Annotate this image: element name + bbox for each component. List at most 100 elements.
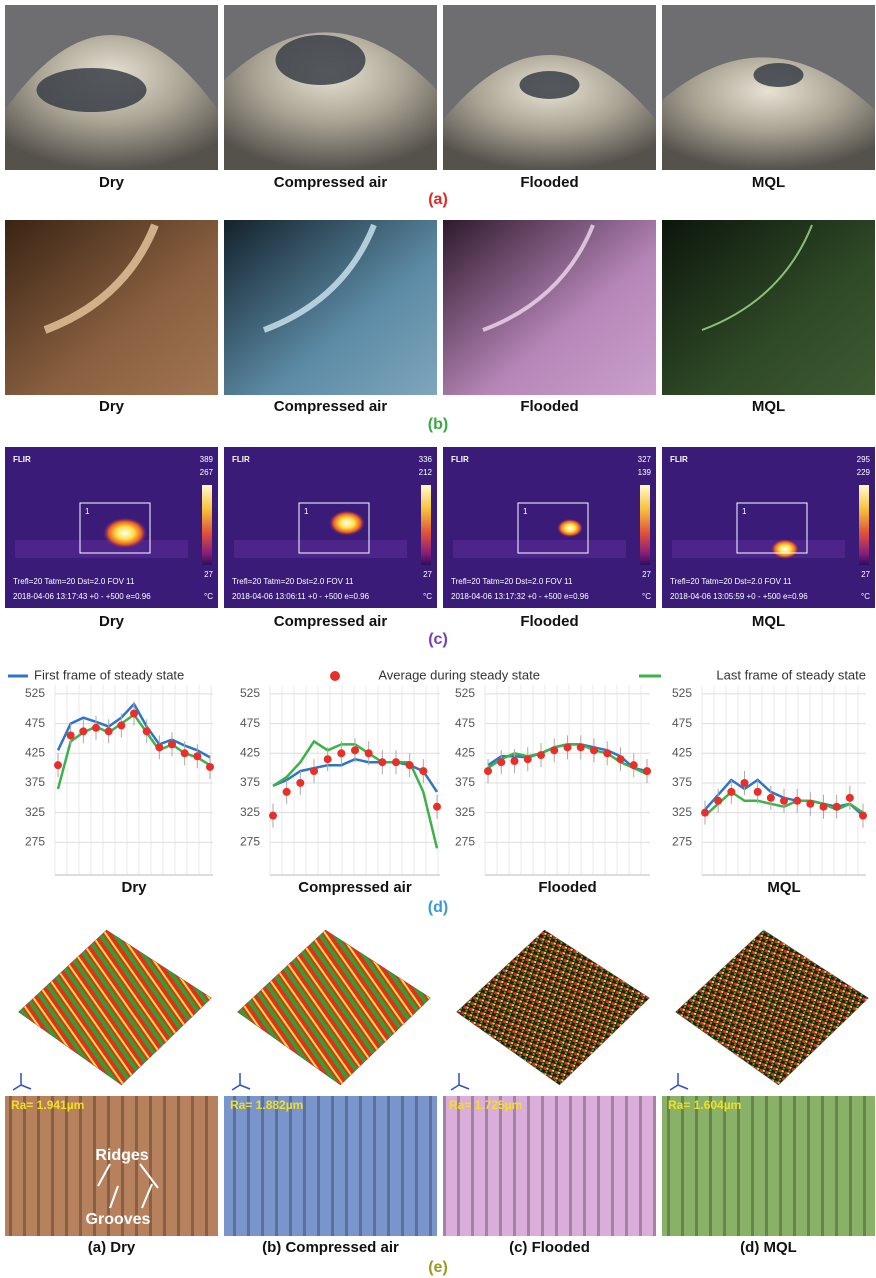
thermal-spot: 327 bbox=[638, 455, 652, 464]
axis-icon bbox=[232, 1073, 250, 1090]
y-tick-label: 275 bbox=[240, 835, 260, 849]
panel-caption: (e) bbox=[428, 1259, 448, 1276]
marker bbox=[524, 755, 532, 763]
thermal-spot: 295 bbox=[857, 455, 871, 464]
panel-label: (b) Compressed air bbox=[262, 1239, 399, 1256]
marker bbox=[269, 812, 277, 820]
thermal-max: 229 bbox=[857, 468, 871, 477]
thermal-box: 1 bbox=[85, 507, 90, 516]
marker bbox=[92, 724, 100, 732]
thermal-brand: FLIR bbox=[451, 455, 469, 464]
panel-label: Flooded bbox=[520, 174, 578, 191]
thermal-max: 139 bbox=[638, 468, 652, 477]
marker bbox=[351, 746, 359, 754]
thermal-box: 1 bbox=[742, 507, 747, 516]
y-tick-label: 375 bbox=[25, 775, 45, 789]
marker bbox=[117, 721, 125, 729]
groove-pattern bbox=[224, 1096, 437, 1236]
axis-icon bbox=[451, 1073, 469, 1090]
thermal-params: Trefl=20 Tatm=20 Dst=2.0 FOV 11 bbox=[451, 577, 573, 586]
marker bbox=[714, 797, 722, 805]
chart-title: Flooded bbox=[538, 879, 596, 896]
marker bbox=[741, 779, 749, 787]
y-tick-label: 475 bbox=[25, 716, 45, 730]
legend-label: Last frame of steady state bbox=[716, 667, 866, 682]
y-tick-label: 525 bbox=[25, 686, 45, 700]
thermal-box: 1 bbox=[523, 507, 528, 516]
y-tick-label: 475 bbox=[672, 716, 692, 730]
panel-label: Dry bbox=[99, 398, 125, 415]
thermal-params: Trefl=20 Tatm=20 Dst=2.0 FOV 11 bbox=[670, 577, 792, 586]
haze bbox=[672, 540, 845, 558]
color-bar bbox=[640, 485, 650, 565]
thermal-brand: FLIR bbox=[13, 455, 31, 464]
marker bbox=[168, 740, 176, 748]
surface-3d bbox=[457, 930, 650, 1085]
thermal-params: Trefl=20 Tatm=20 Dst=2.0 FOV 11 bbox=[13, 577, 135, 586]
panel-label: MQL bbox=[752, 174, 785, 191]
marker bbox=[484, 767, 492, 775]
marker bbox=[577, 743, 585, 751]
haze bbox=[234, 540, 407, 558]
marker bbox=[590, 746, 598, 754]
marker bbox=[181, 749, 189, 757]
y-tick-label: 325 bbox=[455, 805, 475, 819]
photo bbox=[662, 220, 875, 395]
page: DryCompressed airFloodedMQL(a)DryCompres… bbox=[0, 0, 876, 1278]
thermal-min: 27 bbox=[204, 570, 213, 579]
marker bbox=[155, 743, 163, 751]
groove-pattern bbox=[443, 1096, 656, 1236]
marker bbox=[54, 761, 62, 769]
panel-label: Flooded bbox=[520, 613, 578, 630]
marker bbox=[727, 788, 735, 796]
haze bbox=[453, 540, 626, 558]
chart-title: Compressed air bbox=[298, 879, 412, 896]
marker bbox=[617, 755, 625, 763]
color-bar bbox=[859, 485, 869, 565]
thermal-box: 1 bbox=[304, 507, 309, 516]
thermal-stamp: 2018-04-06 13:17:43 +0 - +500 e=0.96 bbox=[13, 592, 151, 601]
y-tick-label: 275 bbox=[455, 835, 475, 849]
groove-pattern bbox=[662, 1096, 875, 1236]
marker bbox=[550, 746, 558, 754]
thermal-stamp: 2018-04-06 13:05:59 +0 - +500 e=0.96 bbox=[670, 592, 808, 601]
y-tick-label: 325 bbox=[25, 805, 45, 819]
marker bbox=[283, 788, 291, 796]
thermal-spot: 389 bbox=[200, 455, 214, 464]
marker bbox=[433, 803, 441, 811]
photo bbox=[443, 220, 656, 395]
panel-label: Flooded bbox=[520, 398, 578, 415]
surface-3d bbox=[238, 930, 431, 1085]
wear-zone bbox=[754, 63, 804, 87]
annotation: Ridges bbox=[95, 1147, 148, 1164]
marker bbox=[820, 803, 828, 811]
marker bbox=[406, 761, 414, 769]
marker bbox=[511, 757, 519, 765]
panel-label: (d) MQL bbox=[740, 1239, 797, 1256]
thermal-unit: °C bbox=[423, 592, 432, 601]
panel-caption: (c) bbox=[428, 631, 448, 648]
y-tick-label: 525 bbox=[240, 686, 260, 700]
marker bbox=[537, 751, 545, 759]
marker bbox=[67, 731, 75, 739]
thermal-unit: °C bbox=[861, 592, 870, 601]
marker bbox=[105, 727, 113, 735]
legend-label: Average during steady state bbox=[378, 667, 540, 682]
panel-label: (a) Dry bbox=[88, 1239, 136, 1256]
y-tick-label: 275 bbox=[672, 835, 692, 849]
marker bbox=[296, 779, 304, 787]
roughness: Ra= 1.882µm bbox=[230, 1098, 303, 1112]
y-tick-label: 325 bbox=[672, 805, 692, 819]
hot-spot bbox=[771, 539, 799, 559]
panel-label: Dry bbox=[99, 174, 125, 191]
thermal-max: 267 bbox=[200, 468, 214, 477]
surface-3d bbox=[19, 930, 212, 1085]
thermal-min: 27 bbox=[423, 570, 432, 579]
marker bbox=[806, 800, 814, 808]
axis-icon bbox=[13, 1073, 31, 1090]
marker bbox=[564, 743, 572, 751]
marker bbox=[392, 758, 400, 766]
y-tick-label: 475 bbox=[455, 716, 475, 730]
y-tick-label: 375 bbox=[240, 775, 260, 789]
thermal-stamp: 2018-04-06 13:06:11 +0 - +500 e=0.96 bbox=[232, 592, 370, 601]
